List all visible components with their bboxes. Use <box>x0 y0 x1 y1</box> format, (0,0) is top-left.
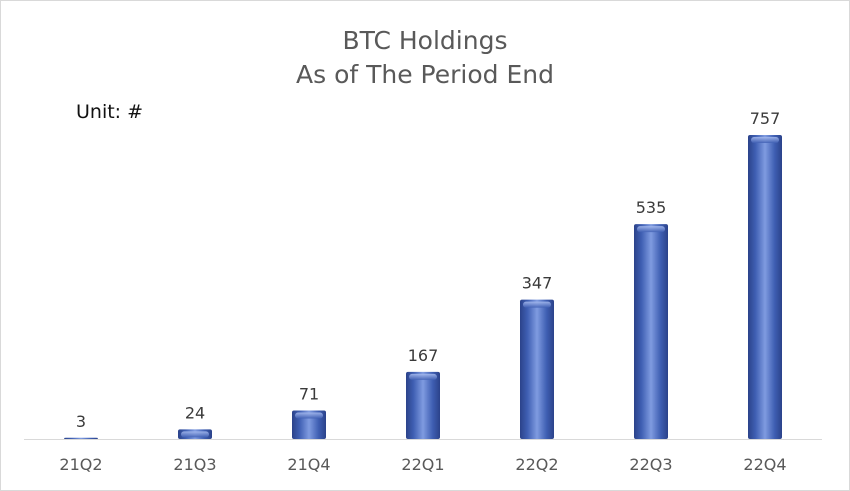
data-label-21Q4: 71 <box>299 384 319 403</box>
x-tick-label-22Q3: 22Q3 <box>629 455 672 474</box>
unit-label: Unit: # <box>76 101 144 123</box>
chart-title: BTC Holdings <box>342 26 508 55</box>
data-label-22Q2: 347 <box>522 274 553 293</box>
x-tick-label-22Q1: 22Q1 <box>401 455 444 474</box>
bar-cap-21Q3 <box>181 431 209 438</box>
bar-cap-22Q4 <box>751 137 779 143</box>
data-label-22Q3: 535 <box>636 198 667 217</box>
data-label-21Q2: 3 <box>76 412 86 431</box>
bar-cap-22Q3 <box>637 226 665 233</box>
data-label-21Q3: 24 <box>185 403 205 422</box>
bar-22Q2 <box>520 299 554 439</box>
data-label-22Q4: 757 <box>750 109 781 128</box>
bar-22Q4 <box>748 135 782 439</box>
x-tick-label-21Q3: 21Q3 <box>173 455 216 474</box>
x-tick-label-22Q2: 22Q2 <box>515 455 558 474</box>
x-tick-label-21Q4: 21Q4 <box>287 455 330 474</box>
bar-22Q1 <box>406 371 440 439</box>
data-label-22Q1: 167 <box>408 346 439 365</box>
x-tick-label-21Q2: 21Q2 <box>59 455 102 474</box>
bar-21Q2 <box>64 437 98 439</box>
bar-cap-22Q1 <box>409 373 437 380</box>
x-tick-label-22Q4: 22Q4 <box>743 455 786 474</box>
bar-22Q3 <box>634 224 668 439</box>
bar-cap-21Q4 <box>295 412 323 419</box>
chart-subtitle: As of The Period End <box>296 60 554 89</box>
bar-cap-22Q2 <box>523 301 551 308</box>
